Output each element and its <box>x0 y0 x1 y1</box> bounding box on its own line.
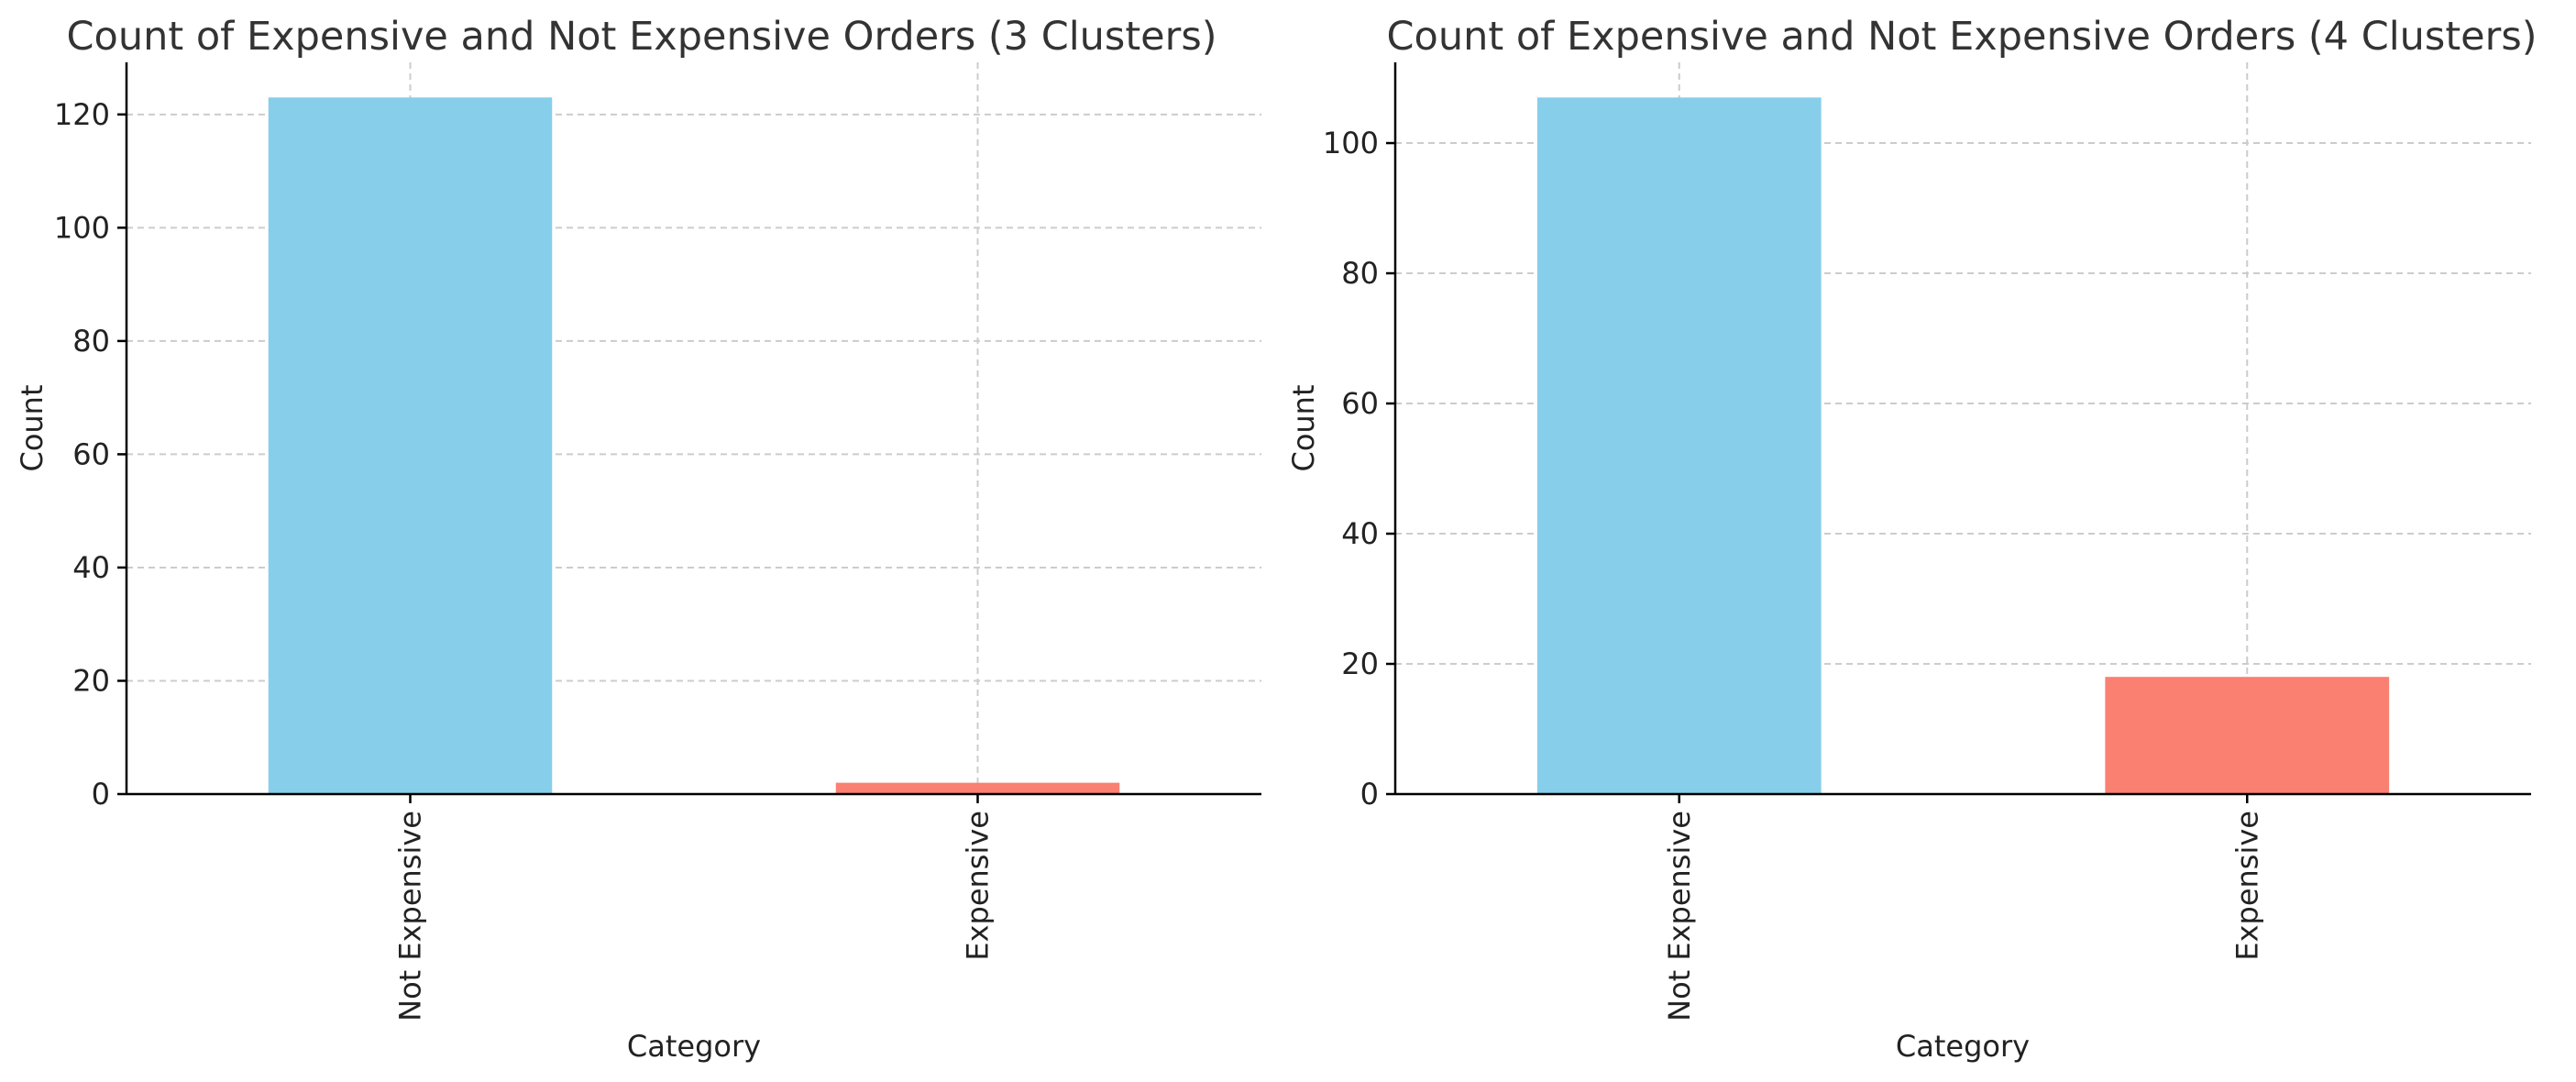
y-tick-label: 100 <box>54 210 110 245</box>
x-tick-label: Expensive <box>961 811 996 961</box>
x-axis-label: Category <box>1896 1029 2030 1064</box>
y-tick-label: 20 <box>1341 646 1379 681</box>
y-ticks: 0 20 40 60 80 100 <box>1323 126 1395 812</box>
x-axis-label: Category <box>627 1029 761 1064</box>
bars <box>268 97 1120 794</box>
x-tick-label: Not Expensive <box>1662 811 1697 1021</box>
y-tick-label: 80 <box>72 324 110 359</box>
x-tick-label: Not Expensive <box>393 811 428 1021</box>
y-tick-label: 40 <box>1341 516 1379 551</box>
bar <box>2105 677 2390 794</box>
y-tick-label: 100 <box>1323 126 1379 160</box>
y-tick-label: 120 <box>54 97 110 132</box>
bar <box>835 782 1120 794</box>
y-tick-label: 20 <box>72 663 110 698</box>
y-tick-label: 60 <box>1341 386 1379 421</box>
bar <box>268 97 553 794</box>
x-ticks: Not Expensive Expensive <box>1662 794 2264 1021</box>
chart-3-clusters: Count of Expensive and Not Expensive Ord… <box>15 14 1261 1064</box>
chart-title: Count of Expensive and Not Expensive Ord… <box>67 14 1217 60</box>
x-tick-label: Expensive <box>2229 811 2264 961</box>
y-tick-label: 0 <box>1360 777 1379 812</box>
y-ticks: 0 20 40 60 80 100 120 <box>54 97 127 812</box>
x-ticks: Not Expensive Expensive <box>393 794 996 1021</box>
y-tick-label: 80 <box>1341 256 1379 291</box>
y-tick-label: 40 <box>72 550 110 585</box>
y-axis-label: Count <box>1286 384 1321 471</box>
chart-title: Count of Expensive and Not Expensive Ord… <box>1387 14 2537 60</box>
y-tick-label: 0 <box>92 777 110 812</box>
y-tick-label: 60 <box>72 436 110 471</box>
chart-4-clusters: Count of Expensive and Not Expensive Ord… <box>1286 14 2537 1064</box>
y-axis-label: Count <box>15 384 50 471</box>
bars <box>1536 97 2390 795</box>
bar <box>1536 97 1822 795</box>
